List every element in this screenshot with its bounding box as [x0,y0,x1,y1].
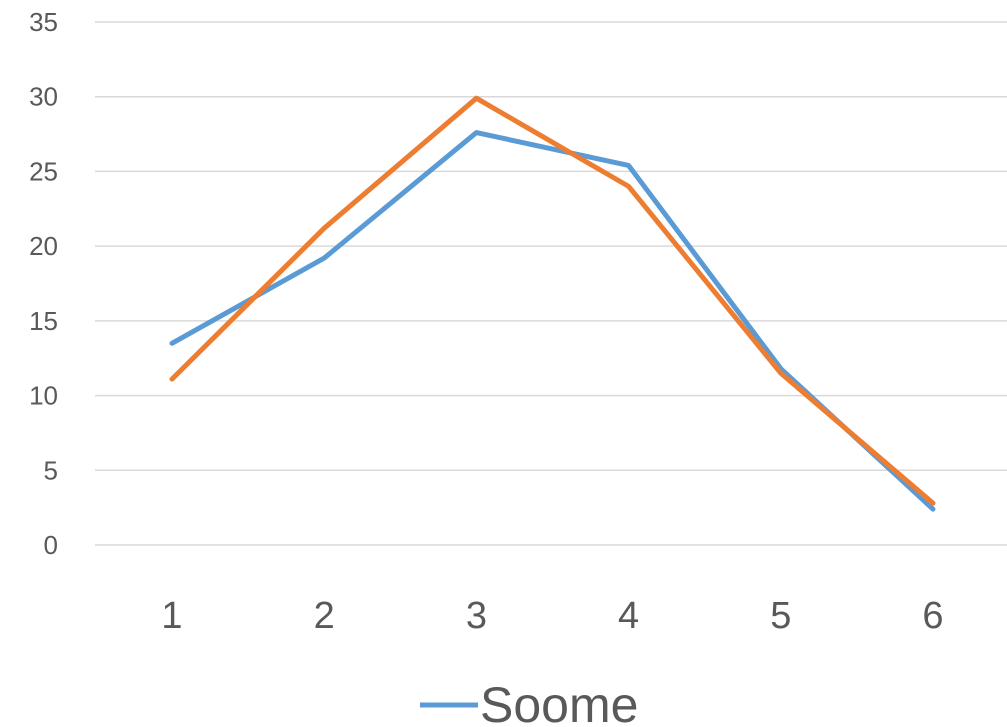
x-tick-label: 2 [314,595,335,637]
x-tick-label: 5 [770,595,791,637]
x-tick-label: 3 [466,595,487,637]
y-tick-label: 30 [29,82,58,112]
y-axis-tick-labels: 0 5 10 15 20 25 30 35 [29,7,58,560]
legend: Soome [420,677,638,727]
y-tick-label: 5 [44,455,58,485]
y-tick-label: 25 [29,156,58,186]
y-tick-label: 0 [44,530,58,560]
legend-label: Soome [480,677,638,727]
x-tick-label: 4 [618,595,639,637]
x-tick-label: 6 [922,595,943,637]
y-tick-label: 35 [29,7,58,37]
y-tick-label: 10 [29,381,58,411]
series-line-2 [169,95,936,506]
y-tick-label: 15 [29,306,58,336]
y-tick-label: 20 [29,231,58,261]
x-axis-tick-labels: 1 2 3 4 5 6 [161,595,943,637]
x-tick-label: 1 [161,595,182,637]
series-lines [169,95,936,512]
gridlines [95,21,1007,546]
